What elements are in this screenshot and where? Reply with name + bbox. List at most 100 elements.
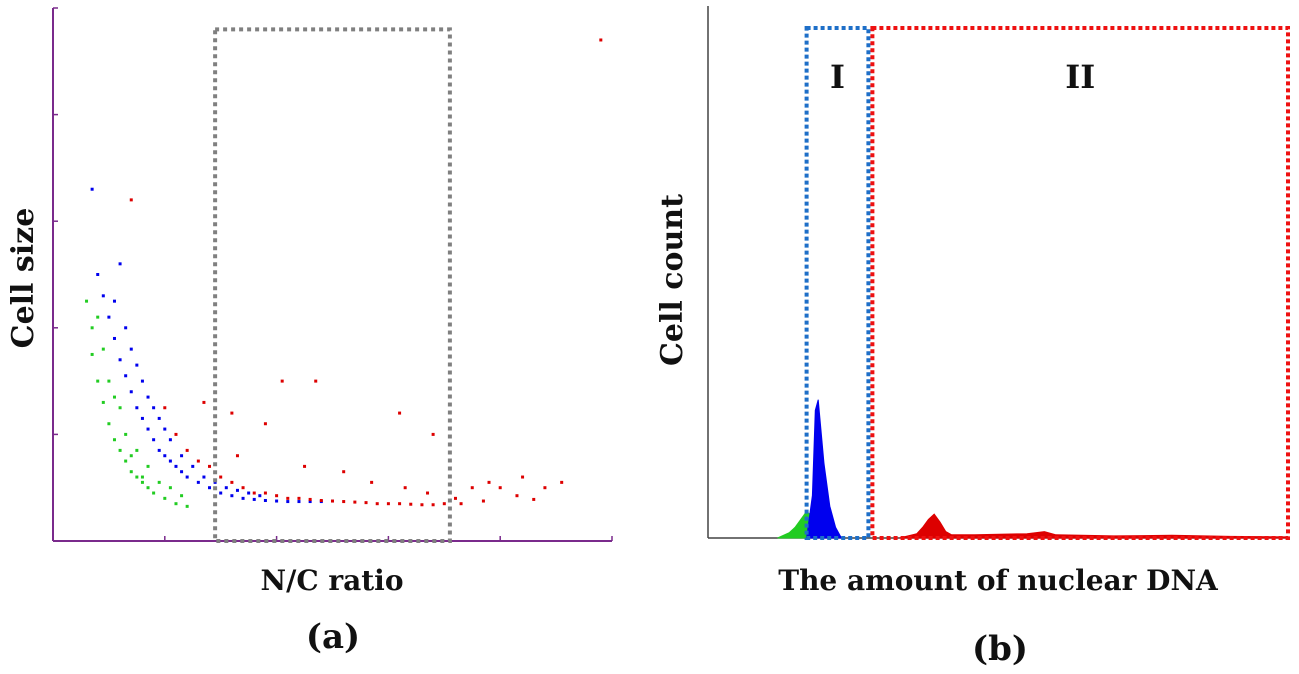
scatter-point-green — [107, 422, 111, 426]
scatter-point-red — [252, 491, 256, 495]
scatter-point-blue — [196, 480, 200, 484]
scatter-point-blue — [275, 499, 279, 503]
gate-label-II: II — [1065, 58, 1095, 96]
scatter-point-blue — [140, 416, 144, 420]
scatter-point-green — [129, 470, 133, 474]
scatter-point-green — [135, 475, 139, 479]
scatter-point-blue — [174, 464, 178, 468]
scatter-point-green — [152, 491, 156, 495]
scatter-point-blue — [191, 464, 195, 468]
scatter-point-red — [420, 503, 424, 507]
scatter-point-red — [409, 502, 413, 506]
scatter-point-red — [303, 464, 307, 468]
scatter-point-green — [85, 299, 89, 303]
scatter-point-blue — [129, 390, 133, 394]
scatter-point-red — [196, 459, 200, 463]
scatter-point-red — [342, 500, 346, 504]
gate-II — [870, 26, 1291, 540]
scatter-point-blue — [286, 500, 290, 504]
scatter-point-blue — [124, 326, 128, 330]
scatter-point-blue — [157, 416, 161, 420]
scatter-point-blue — [241, 496, 245, 500]
scatter-point-red — [431, 503, 435, 507]
gate-label-I: I — [830, 58, 845, 96]
scatter-point-green — [174, 502, 178, 506]
scatter-point-red — [331, 499, 334, 503]
scatter-point-red — [599, 38, 603, 42]
scatter-point-red — [498, 486, 502, 490]
scatter-point-blue — [180, 470, 184, 474]
panel-b-label: (b) — [972, 629, 1028, 669]
scatter-point-red — [487, 480, 491, 484]
scatter-point-blue — [90, 187, 94, 191]
scatter-point-green — [90, 352, 94, 356]
panel-a-label: (a) — [306, 617, 360, 657]
scatter-point-red — [202, 400, 206, 404]
scatter-point-red — [263, 422, 267, 426]
panel-a-ylabel: Cell size — [6, 208, 41, 349]
scatter-point-red — [353, 500, 357, 504]
panel-a-gate — [213, 27, 452, 543]
scatter-point-blue — [308, 500, 312, 504]
scatter-point-blue — [112, 299, 116, 303]
scatter-point-red — [219, 475, 223, 479]
scatter-point-red — [314, 379, 318, 383]
scatter-point-blue — [101, 294, 105, 298]
scatter-point-red — [230, 411, 234, 415]
scatter-point-red — [459, 502, 463, 506]
scatter-point-red — [398, 502, 402, 506]
scatter-point-red — [453, 496, 457, 500]
scatter-point-red — [375, 502, 379, 506]
scatter-point-green — [96, 315, 100, 319]
scatter-point-green — [112, 395, 116, 399]
scatter-point-red — [403, 486, 407, 490]
scatter-point-blue — [96, 273, 100, 276]
scatter-point-blue — [146, 427, 150, 431]
scatter-point-red — [235, 454, 239, 458]
scatter-point-red — [364, 501, 368, 505]
scatter-point-green — [146, 464, 150, 468]
scatter-point-red — [398, 411, 402, 415]
scatter-point-green — [107, 379, 111, 383]
scatter-point-blue — [263, 498, 267, 502]
scatter-point-red — [442, 502, 446, 506]
scatter-point-blue — [135, 406, 139, 410]
scatter-point-green — [168, 486, 172, 490]
scatter-point-blue — [230, 494, 234, 498]
scatter-point-red — [230, 480, 234, 484]
scatter-point-red — [275, 494, 279, 498]
panel-a-xlabel: N/C ratio — [261, 564, 404, 597]
scatter-point-blue — [124, 374, 128, 378]
scatter-point-red — [286, 496, 290, 500]
scatter-point-red — [342, 470, 346, 474]
scatter-point-red — [470, 486, 474, 490]
scatter-point-blue — [180, 454, 184, 458]
scatter-point-red — [280, 379, 284, 383]
histogram-area-red — [899, 513, 1289, 539]
scatter-point-green — [135, 448, 139, 452]
scatter-point-blue — [163, 454, 167, 458]
scatter-point-red — [481, 499, 485, 503]
scatter-point-blue — [112, 336, 116, 340]
scatter-point-green — [185, 504, 189, 508]
scatter-point-green — [90, 326, 94, 330]
scatter-point-green — [124, 459, 128, 463]
scatter-point-blue — [202, 475, 206, 479]
scatter-point-red — [431, 432, 435, 436]
panel-b-ylabel: Cell count — [655, 194, 690, 366]
scatter-point-red — [241, 486, 245, 490]
scatter-point-red — [208, 464, 212, 468]
scatter-point-blue — [213, 480, 217, 484]
scatter-point-blue — [168, 459, 172, 463]
scatter-point-red — [426, 491, 430, 495]
scatter-point-red — [263, 491, 267, 495]
scatter-point-red — [515, 494, 519, 498]
scatter-point-blue — [163, 427, 167, 431]
panel-b-areas — [777, 399, 1289, 539]
scatter-point-blue — [258, 494, 262, 498]
scatter-point-blue — [107, 315, 111, 319]
scatter-point-blue — [208, 486, 212, 490]
panel-b-axes — [707, 6, 1288, 539]
scatter-point-green — [140, 480, 144, 484]
scatter-point-blue — [157, 448, 161, 452]
